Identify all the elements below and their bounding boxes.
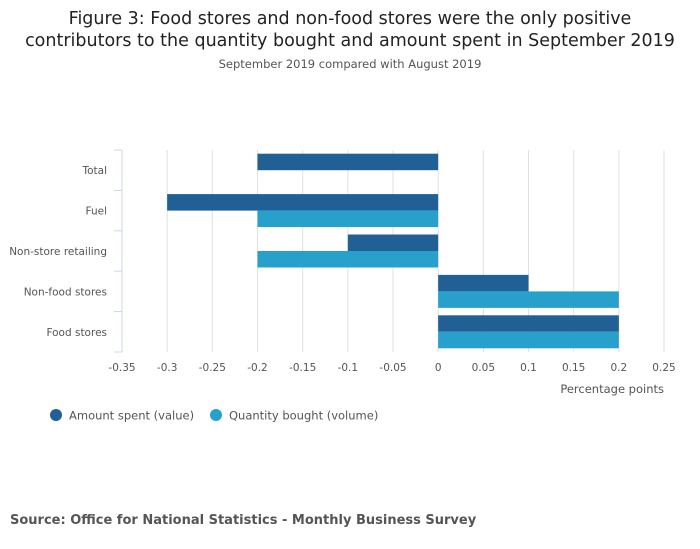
- legend-marker: [50, 409, 62, 421]
- bar-quantity-bought: [257, 251, 439, 268]
- x-tick-label: 0: [435, 362, 442, 374]
- y-tick-label: Food stores: [46, 327, 107, 339]
- y-tick-label: Total: [81, 165, 107, 177]
- bar-quantity-bought: [257, 210, 439, 228]
- y-tick-label: Non-store retailing: [9, 246, 107, 258]
- bar-quantity-bought: [438, 291, 619, 308]
- x-tick-label: -0.35: [108, 362, 135, 374]
- x-tick-label: -0.15: [289, 362, 316, 374]
- chart-title-line-1: Figure 3: Food stores and non-food store…: [68, 9, 632, 29]
- x-tick-label: -0.3: [157, 362, 178, 374]
- legend-label: Quantity bought (volume): [229, 409, 378, 423]
- x-tick-label: 0.1: [520, 362, 537, 374]
- x-tick-label: -0.05: [379, 362, 406, 374]
- x-tick-label: 0.15: [562, 362, 585, 374]
- x-tick-label: 0.2: [610, 362, 627, 374]
- bar-amount-spent: [167, 194, 439, 211]
- y-tick-label: Fuel: [86, 206, 108, 218]
- bar-amount-spent: [257, 153, 439, 171]
- x-tick-label: 0.05: [472, 362, 495, 374]
- chart-subtitle: September 2019 compared with August 2019: [218, 57, 482, 71]
- bar-amount-spent: [438, 274, 529, 292]
- legend-label: Amount spent (value): [69, 409, 194, 423]
- x-tick-label: 0.25: [652, 362, 675, 374]
- x-tick-label: -0.25: [199, 362, 226, 374]
- bar-quantity-bought: [438, 331, 619, 349]
- chart-title: Figure 3: Food stores and non-food store…: [0, 8, 700, 52]
- y-tick-label: Non-food stores: [24, 286, 107, 298]
- x-tick-label: -0.1: [338, 362, 359, 374]
- legend-marker: [210, 409, 222, 421]
- x-axis-label: Percentage points: [560, 382, 664, 396]
- chart-title-line-2: contributors to the quantity bought and …: [25, 31, 675, 51]
- bar-amount-spent: [438, 315, 619, 332]
- source-note: Source: Office for National Statistics -…: [10, 513, 477, 528]
- x-tick-label: -0.2: [247, 362, 268, 374]
- bar-amount-spent: [347, 234, 439, 251]
